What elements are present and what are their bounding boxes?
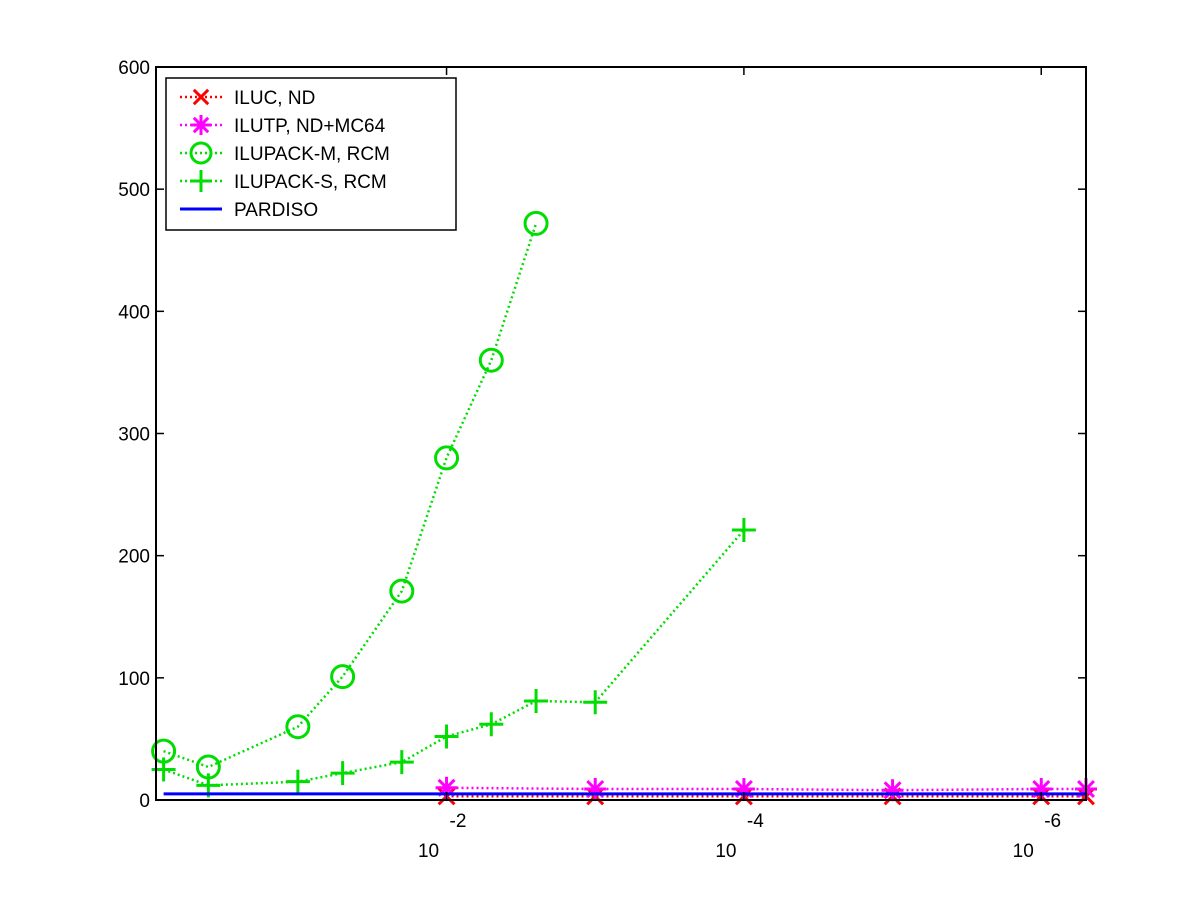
x-tick-label-base: 10 xyxy=(418,841,439,862)
marker-plus xyxy=(285,769,310,794)
marker-asterisk xyxy=(191,115,211,135)
marker-plus xyxy=(583,690,608,715)
marker-stroke xyxy=(192,116,210,134)
x-tick-label-base: 10 xyxy=(1013,841,1034,862)
marker-circle xyxy=(189,141,213,165)
marker-circle xyxy=(434,445,460,471)
series-line xyxy=(163,529,745,787)
x-tick-label-exponent: -6 xyxy=(1044,811,1061,832)
marker-circle xyxy=(330,664,356,690)
marker-plus xyxy=(330,761,355,786)
marker-circle xyxy=(478,347,504,373)
x-tick-label-exponent: -2 xyxy=(450,811,467,832)
marker-plus xyxy=(434,724,459,749)
y-tick-label: 400 xyxy=(118,302,150,323)
marker-plus xyxy=(389,750,414,775)
marker-plus xyxy=(731,518,756,543)
legend-entry: ILUPACK-M, RCM xyxy=(180,141,390,165)
series-layer xyxy=(151,210,1097,806)
series-line xyxy=(446,786,1086,792)
legend-label: PARDISO xyxy=(234,200,318,221)
marker-asterisk xyxy=(881,779,904,802)
legend-entry: PARDISO xyxy=(180,200,318,221)
legend-box xyxy=(165,77,457,231)
legend-entry: ILUC, ND xyxy=(180,88,315,109)
marker-stroke xyxy=(192,88,210,106)
legend: ILUC, ND ILUTP, ND+MC64 ILUPACK-M, RCM ILUP… xyxy=(165,77,457,231)
marker-stroke xyxy=(883,781,902,800)
series-line xyxy=(163,223,538,769)
x-tick-label-base: 10 xyxy=(715,841,736,862)
y-tick-label: 600 xyxy=(118,58,150,79)
legend-entry: ILUTP, ND+MC64 xyxy=(180,115,386,137)
marker-plus xyxy=(479,712,504,737)
marker-asterisk xyxy=(584,778,607,801)
y-tick-label: 300 xyxy=(118,425,150,446)
legend-label: ILUTP, ND+MC64 xyxy=(234,116,386,137)
legend-label: ILUC, ND xyxy=(234,88,315,109)
marker-circle xyxy=(285,714,311,740)
legend-label: ILUPACK-S, RCM xyxy=(234,172,387,193)
marker-plus xyxy=(190,170,212,192)
legend-label: ILUPACK-M, RCM xyxy=(234,144,390,165)
marker-plus xyxy=(524,689,549,714)
y-tick-label: 500 xyxy=(118,180,150,201)
marker-circle xyxy=(523,210,549,236)
y-tick-label: 200 xyxy=(118,547,150,568)
marker-circle xyxy=(389,578,415,604)
marker-x xyxy=(192,88,210,106)
y-tick-label: 0 xyxy=(139,791,150,812)
axis-layer: 0 100 200 300 400 500 600 10 -2 10 -4 10 -6 xyxy=(118,58,1086,862)
y-tick-label: 100 xyxy=(118,669,150,690)
x-tick-label-exponent: -4 xyxy=(747,811,764,832)
series-4 xyxy=(151,518,756,798)
legend-entry: ILUPACK-S, RCM xyxy=(180,170,387,193)
